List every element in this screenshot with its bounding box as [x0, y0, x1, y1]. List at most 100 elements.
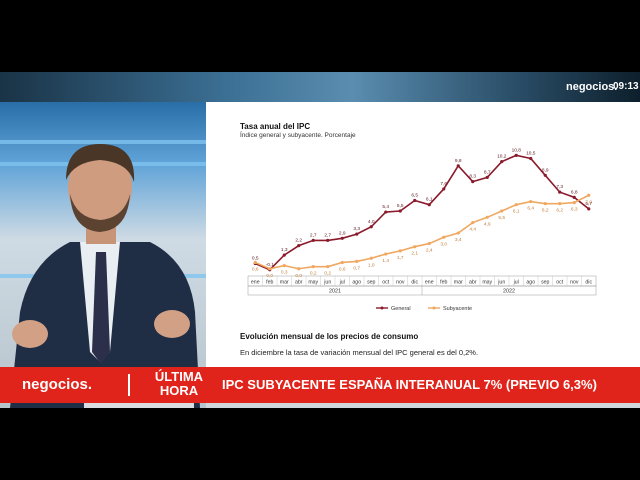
- data-point-general: [369, 225, 373, 229]
- data-point-general: [471, 180, 475, 184]
- data-label-subyacente: 0,6: [339, 266, 346, 272]
- data-point-general: [297, 244, 301, 248]
- data-label-subyacente: 6,2: [556, 208, 563, 214]
- data-label-subyacente: 0,2: [310, 271, 317, 277]
- data-point-general: [456, 164, 460, 168]
- clock: 09:13: [613, 81, 639, 92]
- data-label-general: 10,5: [526, 151, 536, 157]
- chart-panel: Tasa anual del IPC Índice general y suby…: [206, 102, 640, 372]
- breaking-news-tag: ÚLTIMA HORA: [148, 370, 210, 398]
- x-tick-label: oct: [556, 279, 563, 285]
- broadcast-frame: negocios. 09:13: [0, 72, 640, 408]
- section-text: En diciembre la tasa de variación mensua…: [240, 348, 479, 357]
- breaking-tag-line2: HORA: [159, 383, 199, 398]
- data-point-subyacente: [369, 256, 373, 260]
- data-label-subyacente: 6,3: [571, 207, 578, 213]
- data-label-subyacente: 4,4: [469, 227, 476, 233]
- data-label-general: 2,2: [295, 238, 302, 244]
- data-label-general: 1,3: [281, 247, 288, 253]
- x-tick-label: ago: [352, 279, 361, 285]
- data-point-subyacente: [311, 265, 315, 269]
- data-label-general: 10,8: [512, 147, 522, 153]
- data-label-subyacente: 6,2: [542, 208, 549, 214]
- data-label-subyacente: 0,0: [266, 273, 273, 279]
- data-label-subyacente: 1,4: [382, 258, 389, 264]
- x-tick-label: jul: [513, 279, 519, 285]
- data-point-subyacente: [398, 249, 402, 253]
- data-point-subyacente: [543, 202, 547, 206]
- data-label-subyacente: 2,4: [426, 248, 433, 254]
- channel-logo-small: negocios.: [566, 81, 618, 93]
- data-label-subyacente: 7,0: [585, 199, 592, 205]
- data-label-subyacente: 0,2: [324, 271, 331, 277]
- letterbox-top: [0, 0, 640, 72]
- data-point-general: [587, 207, 591, 211]
- x-tick-label: jul: [339, 279, 345, 285]
- data-label-general: 8,7: [484, 169, 491, 175]
- data-label-subyacente: 0,6: [252, 266, 259, 272]
- data-label-subyacente: 2,1: [411, 251, 418, 257]
- x-tick-label: may: [482, 279, 492, 285]
- data-label-general: 6,1: [426, 197, 433, 203]
- ticker-separator: [128, 374, 130, 396]
- ticker-channel-logo: negocios.: [22, 376, 93, 393]
- x-tick-label: sep: [367, 279, 375, 285]
- data-point-general: [529, 156, 533, 161]
- studio-background: [0, 102, 206, 408]
- data-label-general: 4,0: [368, 219, 375, 225]
- data-label-general: 6,8: [571, 189, 578, 195]
- data-label-general: 10,2: [497, 154, 507, 160]
- data-point-general: [500, 160, 504, 164]
- x-tick-label: sep: [541, 279, 549, 285]
- x-tick-label: dic: [585, 279, 592, 285]
- data-label-subyacente: 0,0: [295, 273, 302, 279]
- data-label-general: 0,5: [252, 256, 259, 262]
- data-label-general: 7,3: [556, 184, 563, 190]
- data-point-general: [485, 175, 489, 179]
- data-label-general: -0,1: [266, 262, 275, 268]
- data-point-subyacente: [587, 193, 591, 197]
- chart-subtitle: Índice general y subyacente. Porcentaje: [240, 132, 356, 139]
- legend-marker: [432, 306, 436, 310]
- data-point-subyacente: [427, 241, 431, 246]
- x-tick-label: ago: [526, 279, 535, 285]
- data-label-subyacente: 0,3: [281, 270, 288, 276]
- data-label-subyacente: 0,7: [353, 265, 360, 271]
- data-point-general: [572, 195, 576, 199]
- data-point-subyacente: [514, 203, 518, 207]
- x-tick-label: may: [308, 279, 318, 285]
- data-label-general: 8,9: [542, 167, 549, 173]
- series-line-subyacente: [254, 194, 590, 270]
- news-ticker: negocios. ÚLTIMA HORA IPC SUBYACENTE ESP…: [0, 367, 640, 403]
- data-point-subyacente: [558, 202, 562, 206]
- data-point-subyacente: [572, 201, 576, 205]
- data-point-general: [413, 198, 417, 203]
- year-label: 2022: [503, 289, 515, 295]
- x-tick-label: jun: [323, 279, 331, 285]
- x-tick-label: ene: [425, 279, 434, 285]
- data-label-general: 2,7: [324, 232, 331, 238]
- series-line-general: [254, 154, 590, 271]
- data-point-subyacente: [384, 252, 388, 256]
- data-label-subyacente: 4,9: [484, 221, 491, 227]
- data-point-subyacente: [529, 199, 533, 204]
- data-point-subyacente: [456, 231, 460, 235]
- data-point-general: [355, 232, 359, 236]
- data-label-general: 5,4: [382, 204, 389, 210]
- data-point-general: [514, 153, 518, 157]
- year-label: 2021: [329, 289, 341, 295]
- data-point-subyacente: [500, 209, 504, 213]
- x-tick-label: abr: [295, 279, 303, 285]
- section-title: Evolución mensual de los precios de cons…: [240, 332, 419, 341]
- x-tick-label: mar: [280, 279, 289, 285]
- x-tick-label: abr: [469, 279, 477, 285]
- data-point-subyacente: [282, 264, 286, 268]
- x-tick-label: jun: [497, 279, 505, 285]
- letterbox-bottom: [0, 408, 640, 480]
- x-tick-label: feb: [440, 279, 447, 285]
- data-point-subyacente: [253, 260, 257, 265]
- data-label-general: 9,8: [455, 158, 462, 164]
- data-point-general: [558, 190, 562, 194]
- data-label-general: 2,9: [339, 230, 346, 236]
- data-label-general: 5,7: [585, 201, 592, 207]
